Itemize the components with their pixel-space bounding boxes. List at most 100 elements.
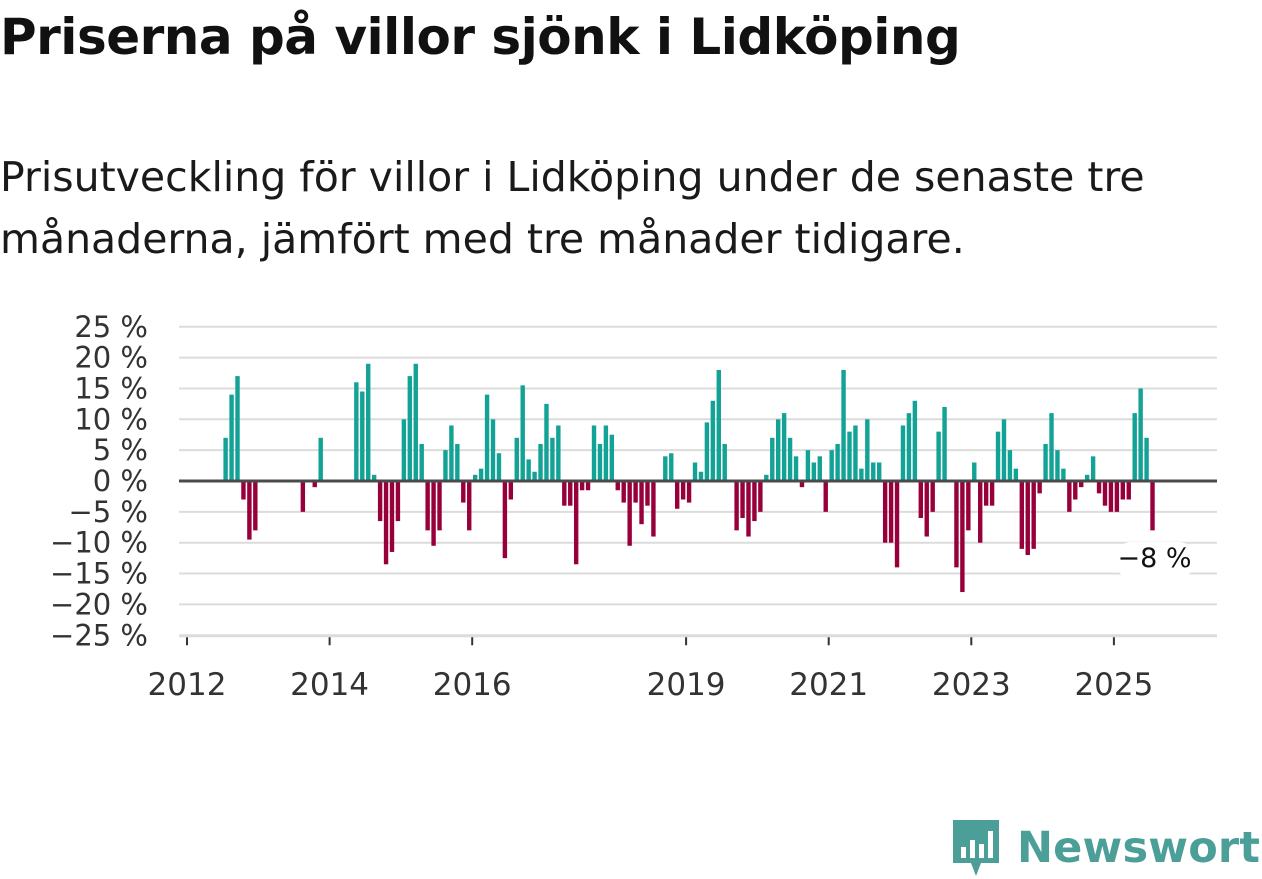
bar: [461, 481, 466, 503]
bar: [829, 450, 834, 481]
bar: [300, 481, 306, 512]
bar: [538, 443, 543, 481]
bar: [585, 481, 591, 491]
bar: [882, 481, 888, 543]
bar: [680, 481, 686, 500]
bar: [758, 481, 763, 512]
bar: [787, 437, 793, 481]
bar: [1150, 481, 1155, 531]
bar: [1067, 481, 1072, 512]
bar: [799, 481, 805, 488]
bar: [366, 363, 371, 481]
bar: [1061, 468, 1066, 481]
bar: [1138, 388, 1143, 481]
bar: [651, 481, 656, 537]
bar: [1055, 450, 1060, 481]
bar: [609, 434, 615, 481]
bar: [603, 425, 609, 481]
bar: [960, 481, 965, 593]
bar: [371, 474, 377, 481]
bar: [395, 481, 401, 522]
bar: [247, 481, 252, 540]
bar: [633, 481, 638, 503]
chart-title: Priserna på villor sjönk i Lidköping: [0, 8, 961, 66]
bar: [924, 481, 929, 537]
x-tick-label: 2014: [290, 667, 369, 703]
newsworthy-logo-icon: [953, 820, 999, 876]
bar: [360, 391, 365, 481]
y-tick-label: −10 %: [50, 526, 148, 560]
bar: [526, 459, 531, 481]
bar: [639, 481, 644, 525]
bar: [704, 422, 710, 481]
bar: [686, 481, 692, 503]
bar: [241, 481, 246, 500]
bar: [443, 450, 448, 481]
bar: [740, 481, 745, 519]
bar: [1090, 456, 1096, 481]
last-value-annotation: −8 %: [1116, 542, 1194, 578]
bar: [859, 468, 864, 481]
bar: [312, 481, 317, 488]
bar: [425, 481, 430, 531]
bar: [841, 369, 846, 481]
bar: [449, 425, 454, 481]
bar: [1126, 481, 1131, 500]
bar: [793, 456, 799, 481]
y-tick-label: 25 %: [74, 310, 148, 344]
x-tick-label: 2025: [1074, 667, 1153, 703]
y-tick-label: 20 %: [74, 341, 148, 375]
bar: [1079, 481, 1084, 488]
bar: [502, 481, 508, 559]
bar: [621, 481, 626, 503]
bar: [413, 363, 418, 481]
bar: [1013, 468, 1019, 481]
bar: [1019, 481, 1025, 549]
bar: [1025, 481, 1030, 556]
bar: [752, 481, 757, 522]
bar: [888, 481, 894, 543]
bar: [966, 481, 971, 531]
y-tick-label: −25 %: [50, 618, 148, 652]
bar-chart: 25 %20 %15 %10 %5 %0 %−5 %−10 %−15 %−20 …: [50, 310, 1217, 703]
bar: [942, 406, 947, 481]
bar: [562, 481, 567, 506]
bar: [253, 481, 258, 531]
bar: [1043, 443, 1048, 481]
bar: [431, 481, 436, 546]
bar: [467, 481, 472, 531]
bar: [1049, 413, 1054, 481]
bar: [568, 481, 573, 506]
bar: [354, 382, 359, 481]
bar: [520, 385, 525, 481]
bar: [1037, 481, 1042, 494]
bar: [900, 425, 906, 481]
y-tick-label: −20 %: [50, 587, 148, 621]
bar: [472, 474, 478, 481]
bar: [597, 443, 603, 481]
bar: [514, 437, 519, 481]
bar: [490, 419, 496, 481]
bar: [698, 471, 704, 481]
newsworthy-logo: Newsworthy: [951, 818, 1262, 878]
bar: [995, 431, 1001, 481]
bar: [556, 425, 561, 481]
x-tick-label: 2023: [932, 667, 1011, 703]
bar: [235, 376, 240, 481]
bar: [645, 481, 650, 506]
bar: [437, 481, 442, 531]
bar: [853, 425, 858, 481]
bar: [823, 481, 828, 512]
bar: [550, 437, 555, 481]
bar: [930, 481, 935, 512]
bars: [223, 363, 1155, 593]
bar: [1132, 413, 1137, 481]
bar: [1001, 419, 1007, 481]
bar: [484, 394, 490, 481]
bar: [1102, 481, 1108, 506]
bar: [877, 462, 882, 481]
bar: [912, 400, 918, 481]
bar: [692, 462, 698, 481]
bar: [532, 471, 537, 481]
bar: [978, 481, 983, 543]
